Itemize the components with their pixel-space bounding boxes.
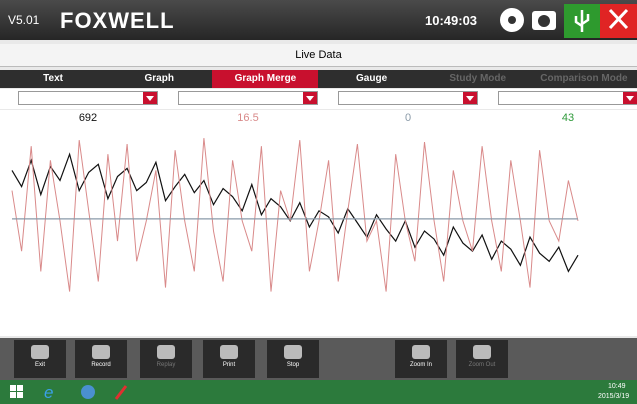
start-icon (17, 392, 23, 398)
channel-dropdown[interactable]: IGN Advance (deg) (178, 91, 318, 105)
tool-label: Zoom Out (456, 362, 508, 368)
version: V5.01 (8, 13, 39, 27)
start-icon (10, 392, 16, 398)
clock: 10:49:03 (425, 13, 477, 28)
browser-icon[interactable]: e (44, 383, 53, 401)
tool-button[interactable]: Zoom Out (456, 340, 508, 378)
tool-button[interactable]: Zoom In (395, 340, 447, 378)
dropdown-arrow[interactable] (143, 92, 157, 104)
tool-icon (92, 345, 110, 359)
tool-label: Record (75, 362, 127, 368)
tool-button[interactable]: Record (75, 340, 127, 378)
tab[interactable]: Comparison Mode (531, 70, 637, 88)
tool-button[interactable]: Stop (267, 340, 319, 378)
dropdown-arrow[interactable] (623, 92, 637, 104)
screen: {"header":{"version":"V5.01","brand":"FO… (0, 0, 637, 404)
app-icon[interactable] (81, 385, 95, 399)
tool-button[interactable]: Replay (140, 340, 192, 378)
top-icons (498, 4, 637, 38)
record-dot (508, 16, 516, 24)
task-time: 10:49 (608, 383, 626, 390)
graph (0, 126, 637, 336)
tool-button[interactable]: Exit (14, 340, 66, 378)
tool-icon (412, 345, 430, 359)
tab[interactable]: Study Mode (425, 70, 531, 88)
top-bar: V5.01 FOXWELL 10:49:03 (0, 0, 637, 40)
channel-value: 43 (538, 112, 598, 124)
channel-values: 692 16.5 0 43 (0, 110, 637, 126)
brand: FOXWELL (60, 8, 175, 34)
tool-label: Zoom In (395, 362, 447, 368)
tab[interactable]: Gauge (319, 70, 425, 88)
task-date: 2015/3/19 (598, 393, 629, 400)
channel-dropdown[interactable]: Engine Speed (rpm) (18, 91, 158, 105)
channel-dropdown[interactable]: Intake Air (°C) (498, 91, 637, 105)
tool-label: Exit (14, 362, 66, 368)
tool-label: Print (203, 362, 255, 368)
page-title: Live Data (0, 44, 637, 67)
toolbar: Exit Record Replay Print Stop Zoom In Zoom Out (0, 338, 637, 380)
channel-selectors: Engine Speed (rpm) IGN Advance (deg) Vehic… (0, 89, 637, 109)
taskbar-icons: e (8, 383, 138, 401)
tool-icon (157, 345, 175, 359)
tool-icon (31, 345, 49, 359)
tool-label: Stop (267, 362, 319, 368)
tool-label: Replay (140, 362, 192, 368)
tab[interactable]: Graph (106, 70, 212, 88)
taskbar: e 10:49 2015/3/19 (0, 380, 637, 404)
channel-dropdown[interactable]: Vehicle Speed (km/h) (338, 91, 478, 105)
channel-value: 692 (58, 112, 118, 124)
channel-value: 16.5 (218, 112, 278, 124)
dropdown-arrow[interactable] (463, 92, 477, 104)
trace (12, 138, 578, 292)
tool-icon (473, 345, 491, 359)
tab[interactable]: Graph Merge (212, 70, 318, 88)
app-icon[interactable] (116, 386, 126, 399)
tool-icon (284, 345, 302, 359)
dropdown-arrow[interactable] (303, 92, 317, 104)
start-icon (17, 385, 23, 391)
camera-lens (538, 15, 550, 27)
channel-value: 0 (378, 112, 438, 124)
start-icon[interactable] (10, 385, 16, 391)
tool-button[interactable]: Print (203, 340, 255, 378)
trace (12, 154, 578, 271)
tool-icon (220, 345, 238, 359)
tab[interactable]: Text (0, 70, 106, 88)
